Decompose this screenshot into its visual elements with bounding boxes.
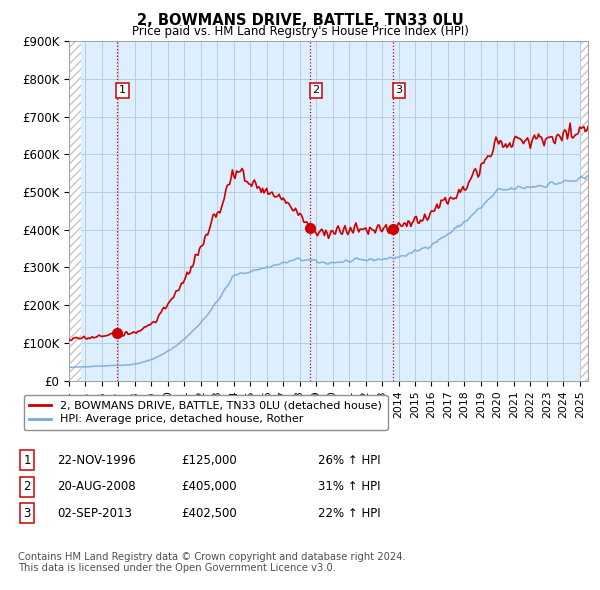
Text: £402,500: £402,500: [181, 507, 237, 520]
Text: Price paid vs. HM Land Registry's House Price Index (HPI): Price paid vs. HM Land Registry's House …: [131, 25, 469, 38]
Text: £405,000: £405,000: [181, 480, 237, 493]
Text: 31% ↑ HPI: 31% ↑ HPI: [318, 480, 380, 493]
Text: This data is licensed under the Open Government Licence v3.0.: This data is licensed under the Open Gov…: [18, 563, 336, 573]
Text: 2: 2: [23, 480, 31, 493]
Text: 22% ↑ HPI: 22% ↑ HPI: [318, 507, 380, 520]
Text: £125,000: £125,000: [181, 454, 237, 467]
Text: 1: 1: [23, 454, 31, 467]
Text: 2, BOWMANS DRIVE, BATTLE, TN33 0LU: 2, BOWMANS DRIVE, BATTLE, TN33 0LU: [137, 13, 463, 28]
Legend: 2, BOWMANS DRIVE, BATTLE, TN33 0LU (detached house), HPI: Average price, detache: 2, BOWMANS DRIVE, BATTLE, TN33 0LU (deta…: [23, 395, 388, 430]
Text: 1: 1: [119, 86, 126, 96]
Text: 2: 2: [313, 86, 320, 96]
Text: 20-AUG-2008: 20-AUG-2008: [57, 480, 136, 493]
Text: 3: 3: [23, 507, 31, 520]
Text: Contains HM Land Registry data © Crown copyright and database right 2024.: Contains HM Land Registry data © Crown c…: [18, 552, 406, 562]
Text: 3: 3: [395, 86, 403, 96]
Text: 02-SEP-2013: 02-SEP-2013: [57, 507, 132, 520]
Text: 26% ↑ HPI: 26% ↑ HPI: [318, 454, 380, 467]
Text: 22-NOV-1996: 22-NOV-1996: [57, 454, 136, 467]
